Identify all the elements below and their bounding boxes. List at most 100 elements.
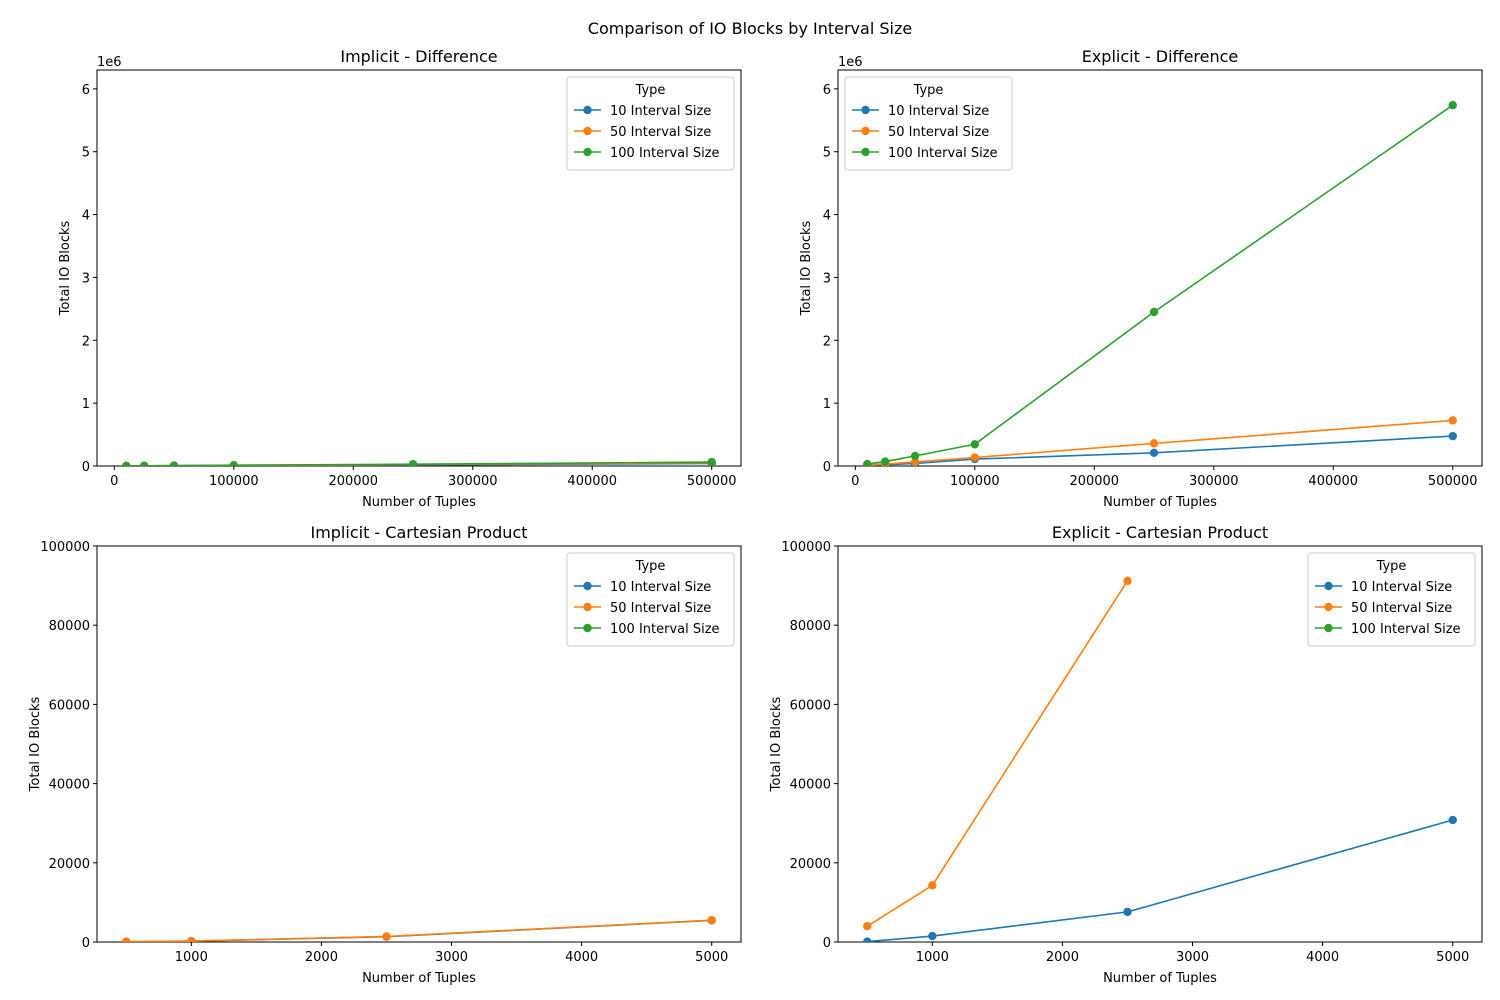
data-point xyxy=(928,931,937,941)
y-tick-label: 100000 xyxy=(781,540,831,555)
y-tick-label: 6 xyxy=(823,83,831,98)
legend: Type 10 Interval Size 50 Interval Size 100 … xyxy=(844,76,1013,171)
legend-swatch-marker xyxy=(583,126,592,136)
data-point xyxy=(863,937,872,942)
data-point xyxy=(1123,576,1132,586)
data-point xyxy=(1149,307,1159,317)
y-tick-label: 4 xyxy=(82,209,90,224)
legend-box xyxy=(1307,552,1476,647)
data-point xyxy=(382,932,391,941)
data-point xyxy=(707,916,716,925)
data-point xyxy=(863,459,872,466)
legend-entry-label: 100 Interval Size xyxy=(610,622,720,637)
legend-swatch-marker xyxy=(861,105,870,115)
data-point xyxy=(1448,431,1457,441)
data-point xyxy=(928,881,937,890)
x-tick-label: 300000 xyxy=(448,474,498,489)
y-tick-label: 20000 xyxy=(49,857,90,872)
legend-swatch-marker xyxy=(583,623,592,633)
series-line-2 xyxy=(866,580,1129,927)
series-line-1 xyxy=(867,435,1453,466)
data-point xyxy=(707,457,716,466)
axes-frame xyxy=(837,69,1483,467)
x-tick-label: 100000 xyxy=(209,474,259,489)
x-tick-label: 3000 xyxy=(435,950,468,965)
legend-entry-label: 50 Interval Size xyxy=(888,125,989,140)
data-point xyxy=(169,461,179,466)
x-tick-label: 200000 xyxy=(1069,474,1119,489)
legend-entry-label: 10 Interval Size xyxy=(1351,580,1452,595)
y-tick-label: 40000 xyxy=(49,778,90,793)
data-point xyxy=(122,937,131,942)
legend-swatch-marker xyxy=(861,126,870,136)
legend-swatch-marker xyxy=(861,147,870,157)
x-tick-label: 1000 xyxy=(916,950,949,965)
y-axis-label: Total IO Blocks xyxy=(58,220,73,316)
y-tick-label: 5 xyxy=(823,146,831,161)
y-tick-label: 3 xyxy=(823,271,831,286)
x-tick-label: 400000 xyxy=(567,474,617,489)
legend-entry-label: 10 Interval Size xyxy=(888,104,989,119)
x-axis-label: Number of Tuples xyxy=(1103,495,1217,510)
plot-area xyxy=(863,576,1457,942)
y-axis-label: Total IO Blocks xyxy=(28,696,43,792)
x-axis-label: Number of Tuples xyxy=(362,495,476,510)
data-point xyxy=(863,921,872,931)
y-axis-label: Total IO Blocks xyxy=(769,696,784,792)
y-tick-label: 5 xyxy=(82,146,90,161)
legend-title: Type xyxy=(1376,559,1407,574)
axes-frame xyxy=(96,545,742,943)
data-point xyxy=(1149,448,1159,457)
series-line-1 xyxy=(867,819,1453,942)
subplot-2: Explicit - Difference 0 100000 200000 300000… xyxy=(799,47,1483,510)
x-tick-label: 4000 xyxy=(565,950,598,965)
x-tick-label: 2000 xyxy=(1046,950,1079,965)
subplot-title: Implicit - Cartesian Product xyxy=(310,523,527,542)
x-tick-label: 5000 xyxy=(695,950,728,965)
legend: Type 10 Interval Size 50 Interval Size 100 … xyxy=(566,552,735,647)
legend-entry-label: 50 Interval Size xyxy=(610,125,711,140)
y-tick-label: 40000 xyxy=(790,778,831,793)
plot-area xyxy=(122,457,716,466)
data-point xyxy=(1448,815,1457,825)
data-point xyxy=(910,457,920,466)
data-point xyxy=(408,460,418,466)
legend-swatch-marker xyxy=(583,147,592,157)
legend: Type 10 Interval Size 50 Interval Size 100 … xyxy=(1307,552,1476,647)
y-tick-label: 20000 xyxy=(790,857,831,872)
x-tick-label: 2000 xyxy=(305,950,338,965)
series-line-1 xyxy=(126,919,712,942)
x-tick-label: 1000 xyxy=(175,950,208,965)
data-point xyxy=(139,461,149,466)
data-point xyxy=(970,453,980,462)
legend-swatch-marker xyxy=(583,602,592,612)
x-tick-label: 3000 xyxy=(1176,950,1209,965)
legend-swatch-marker xyxy=(583,581,592,591)
x-tick-label: 400000 xyxy=(1308,474,1358,489)
subplot-title: Explicit - Cartesian Product xyxy=(1052,523,1268,542)
legend-title: Type xyxy=(913,83,944,98)
y-tick-label: 0 xyxy=(823,460,831,475)
legend-swatch-marker xyxy=(583,105,592,115)
x-tick-label: 500000 xyxy=(687,474,737,489)
y-tick-label: 0 xyxy=(823,936,831,951)
y-tick-label: 60000 xyxy=(790,698,831,713)
x-tick-label: 5000 xyxy=(1436,950,1469,965)
y-tick-label: 3 xyxy=(82,271,90,286)
legend: Type 10 Interval Size 50 Interval Size 100 … xyxy=(566,76,735,171)
legend-entry-label: 10 Interval Size xyxy=(610,580,711,595)
axes-frame xyxy=(96,69,742,467)
data-point xyxy=(122,461,131,466)
subplot-4: Explicit - Cartesian Product 1000 2000 3000… xyxy=(769,523,1483,986)
x-axis-label: Number of Tuples xyxy=(362,971,476,986)
data-point xyxy=(187,936,196,942)
subplot-3: Implicit - Cartesian Product 1000 2000 3000… xyxy=(28,523,742,986)
y-tick-label: 0 xyxy=(82,936,90,951)
series-line-2 xyxy=(867,419,1453,466)
y-tick-label: 6 xyxy=(82,83,90,98)
x-tick-label: 4000 xyxy=(1306,950,1339,965)
legend-swatch-marker xyxy=(1324,581,1333,591)
legend-entry-label: 50 Interval Size xyxy=(610,601,711,616)
